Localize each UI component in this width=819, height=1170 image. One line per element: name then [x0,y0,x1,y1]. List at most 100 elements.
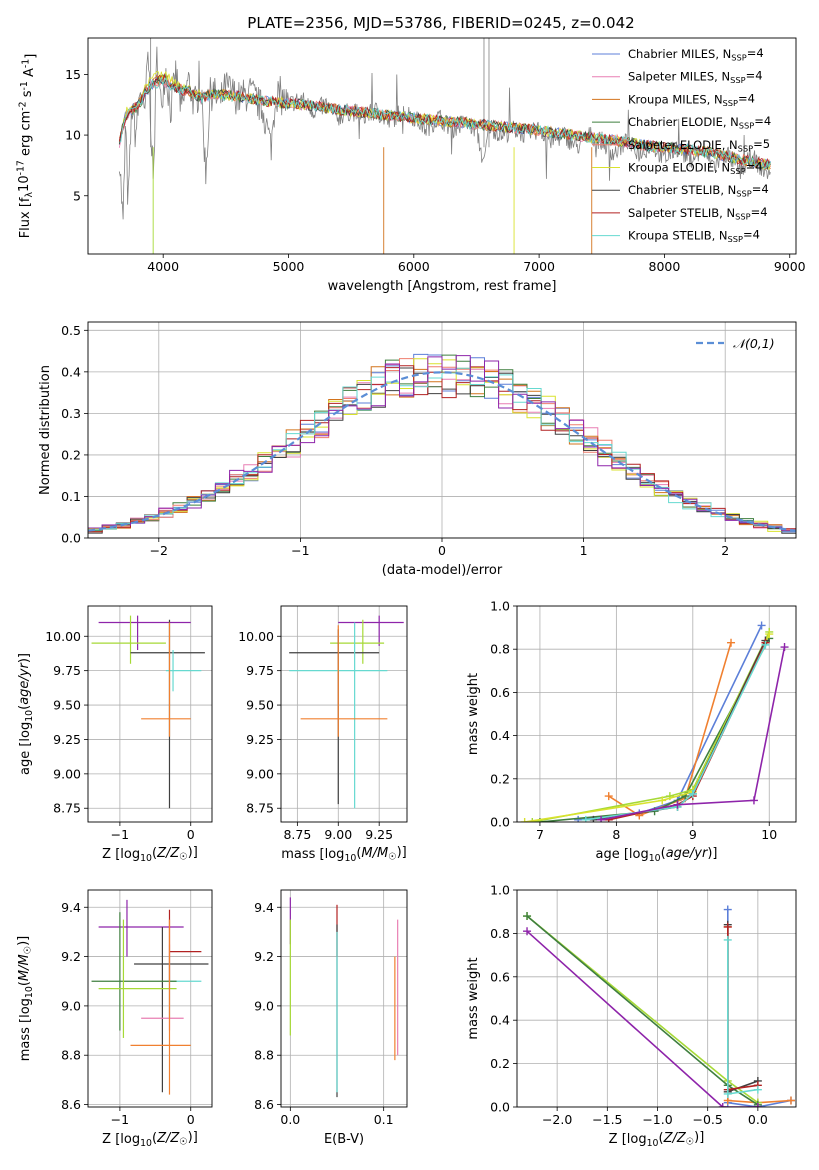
y-tick-label: 9.25 [246,732,274,747]
weight-marker [723,905,732,914]
weight-marker [780,643,789,652]
weight-marker [528,818,537,822]
y-tick-label: 0.1 [61,489,81,504]
y-tick-label: 15 [65,67,81,82]
plot-area [281,890,407,1107]
weight-marker [753,1103,762,1107]
normal-curve [88,371,796,532]
x-axis-label: Z [log10​(Z/Z☉​)] [609,1130,705,1149]
legend-label: Chabrier ELODIE, NSSP​=4 [628,114,771,130]
x-tick-label: 0.0 [280,1112,300,1127]
weight-line [526,930,758,1107]
x-tick-label: 0.0 [748,1112,768,1127]
y-tick-label: 0.2 [61,447,81,462]
x-tick-label: −1 [111,827,129,842]
histogram-step [88,367,796,532]
weight-line [585,644,767,821]
x-tick-label: 5000 [273,259,305,274]
model-line [119,77,771,170]
y-tick-label: 9.00 [246,766,274,781]
x-tick-label: 9 [689,827,697,842]
y-axis-label: age [log10​(age/yr)] [17,653,35,775]
x-tick-label: −1.0 [642,1112,672,1127]
weight-marker [765,630,774,639]
legend: Chabrier MILES, NSSP​=4 Salpeter MILES, N… [592,46,771,244]
plot-area [88,606,212,822]
y-tick-label: 8.75 [246,801,274,816]
axes-frame [280,889,408,1108]
plot-area [517,606,796,822]
y-tick-label: 0.8 [490,926,510,941]
legend: 𝒩(0,1) [696,336,775,351]
x-tick-label: 0 [438,543,446,558]
plot-area [88,322,796,538]
y-tick-label: 9.75 [53,663,81,678]
weight-line [539,638,770,822]
weight-line [532,631,770,822]
y-tick-label: 0.2 [490,1056,510,1071]
weight-line [526,915,759,1104]
y-tick-label: 9.2 [61,949,81,964]
weight-marker [523,912,532,921]
axes-frame [516,889,797,1108]
y-tick-label: 8.8 [254,1048,274,1063]
weight-line [726,926,759,1091]
histogram-step [88,365,796,533]
x-tick-label: 9.00 [324,827,352,842]
x-axis-label: age [log10​(age/yr)] [595,846,717,864]
x-tick-label: −1 [111,1112,129,1127]
figure-title: PLATE=2356, MJD=53786, FIBERID=0245, z=0… [247,14,634,32]
plot-area [517,890,796,1107]
y-tick-label: 0.0 [490,815,510,830]
panel-age-vs-mass: 8.75 9.00 9.25 8.75 9.00 9.25 9.50 9.75 10.00 mas… [238,605,408,864]
y-tick-label: 8.8 [61,1048,81,1063]
weight-marker [727,638,736,647]
x-tick-label: 8.75 [283,827,311,842]
weight-marker [520,818,529,822]
legend-label: Chabrier MILES, NSSP​=4 [628,46,764,62]
legend-label: Kroupa ELODIE, NSSP​=4 [628,160,763,176]
x-tick-label: −1 [291,543,309,558]
axes-frame [87,889,213,1108]
weight-line [726,909,792,1107]
legend-label: Salpeter MILES, NSSP​=4 [628,69,763,85]
legend-label: Salpeter ELODIE, NSSP​=5 [628,137,770,153]
legend-label: Kroupa MILES, NSSP​=4 [628,91,755,107]
y-axis-label: mass weight [466,673,481,755]
x-tick-label: −0.5 [693,1112,723,1127]
y-axis-label: Flux [fλ​10-17​ erg cm-2​ s-1​ A-1​] [16,54,39,239]
weight-marker [574,815,583,822]
y-tick-label: 1.0 [490,883,510,898]
y-axis-label: mass weight [466,957,481,1039]
axes-frame [516,605,797,823]
x-tick-label: −1.5 [592,1112,622,1127]
y-tick-label: 8.6 [61,1097,81,1112]
data-spectrum-line [118,46,771,220]
panel-residuals: −2 −1 0 1 2 0.0 0.1 0.2 0.3 0.4 0.5 (data-model)/er… [38,321,797,578]
y-axis-label: mass [log10​(M/M☉​)] [16,936,35,1062]
axes-frame [87,605,213,823]
axes-frame [87,321,797,539]
y-tick-label: 9.2 [254,949,274,964]
x-axis-label: Z [log10​(Z/Z☉​)] [102,1130,198,1149]
plots: 4000 5000 6000 7000 8000 900051015wavelength … [16,37,806,1149]
y-tick-label: 0.4 [61,364,81,379]
weight-line [524,633,770,822]
weight-marker [786,1096,795,1105]
legend-label: Salpeter STELIB, NSSP​=4 [628,205,768,221]
legend-label: Kroupa STELIB, NSSP​=4 [628,228,760,244]
y-tick-label: 0.6 [490,969,510,984]
weight-line [600,646,786,821]
weight-line [726,939,759,1095]
x-tick-label: 0.1 [374,1112,394,1127]
x-tick-label: 9000 [774,259,806,274]
y-tick-label: 0.6 [490,685,510,700]
y-tick-label: 1.0 [490,599,510,614]
x-tick-label: 8000 [649,259,681,274]
panel-age-vs-Z: −1 0 8.75 9.00 9.25 9.50 9.75 10.00 Z [log10​(Z/… [17,605,213,864]
y-tick-label: 9.50 [246,698,274,713]
y-tick-label: 0.8 [490,642,510,657]
y-tick-label: 0.3 [61,406,81,421]
x-tick-label: −2 [150,543,168,558]
